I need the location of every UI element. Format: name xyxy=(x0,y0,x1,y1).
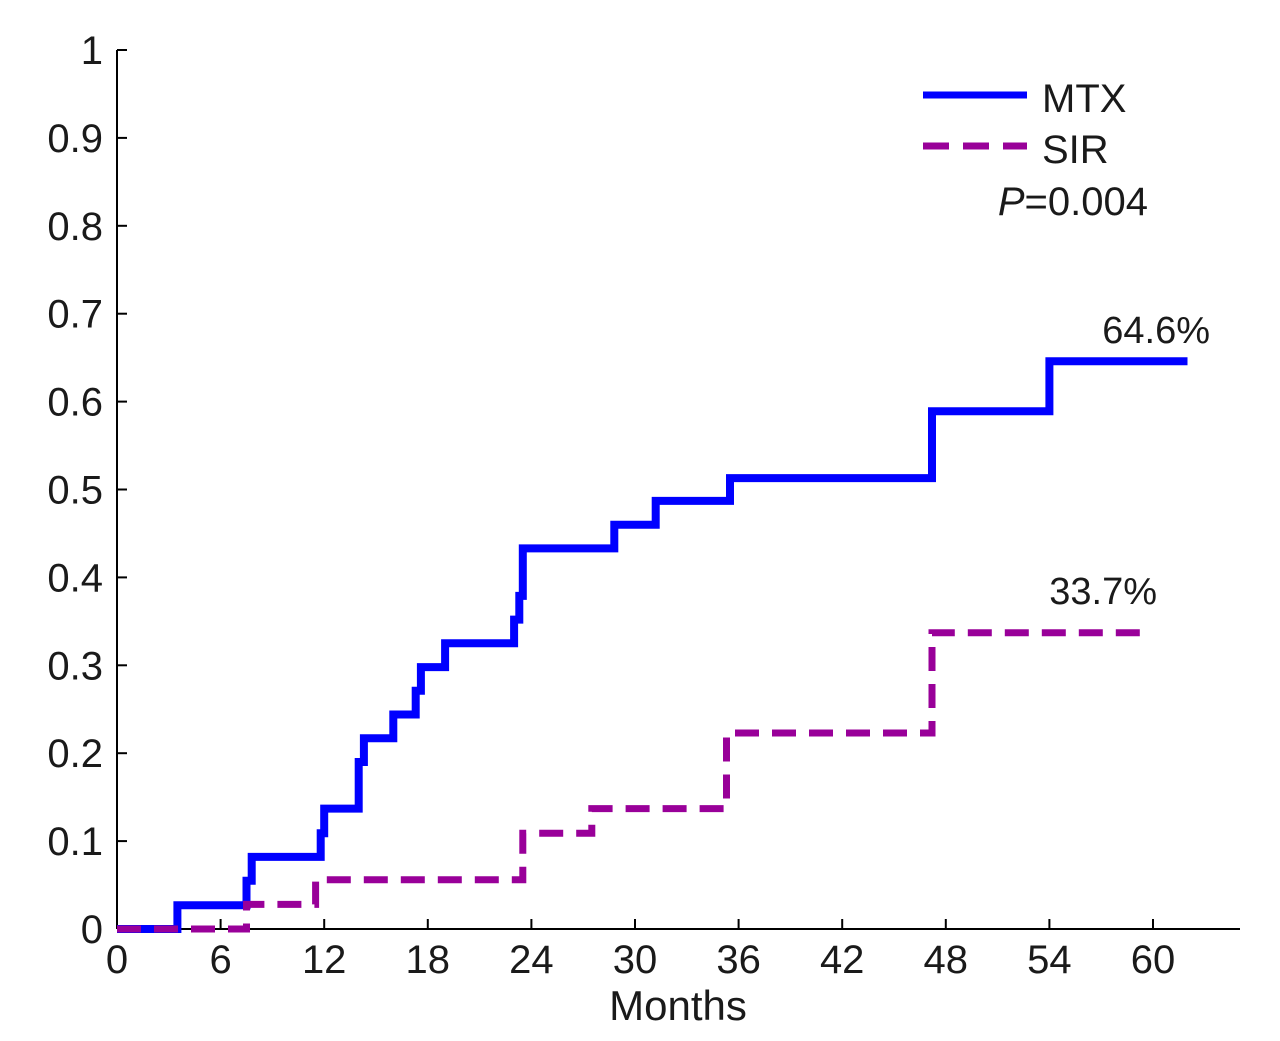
x-tick-label: 12 xyxy=(302,938,347,982)
x-tick-label: 54 xyxy=(1027,938,1072,982)
sir-final-label: 33.7% xyxy=(1049,571,1157,613)
legend-label-sir: SIR xyxy=(1042,128,1109,172)
y-tick-label: 0 xyxy=(81,908,103,952)
y-tick-label: 0.9 xyxy=(47,117,103,161)
p-value-rest: =0.004 xyxy=(1025,180,1148,224)
y-tick-label: 0.7 xyxy=(47,293,103,337)
x-tick-label: 42 xyxy=(820,938,865,982)
x-tick-label: 0 xyxy=(106,938,128,982)
x-tick-label: 24 xyxy=(509,938,554,982)
series-layer xyxy=(117,357,1188,933)
x-tick-label: 30 xyxy=(613,938,658,982)
mtx-final-label: 64.6% xyxy=(1102,310,1210,352)
y-tick-label: 1 xyxy=(81,29,103,73)
y-tick-label: 0.1 xyxy=(47,820,103,864)
y-tick-label: 0.4 xyxy=(47,556,103,600)
x-tick-label: 6 xyxy=(209,938,231,982)
legend: MTX SIR P=0.004 xyxy=(923,77,1148,224)
y-tick-label: 0.5 xyxy=(47,469,103,513)
legend-label-mtx: MTX xyxy=(1042,77,1126,121)
series-line-mtx xyxy=(117,357,1188,933)
x-tick-label: 48 xyxy=(924,938,969,982)
series-line-sir xyxy=(117,629,1150,933)
y-tick-label: 0.8 xyxy=(47,205,103,249)
x-tick-label: 18 xyxy=(406,938,451,982)
y-tick-label: 0.3 xyxy=(47,644,103,688)
p-value-italic: P xyxy=(998,180,1025,224)
y-tick-label: 0.6 xyxy=(47,381,103,425)
axes: 0 0.1 0.2 0.3 0.4 0.5 0.6 0.7 0.8 0.9 1 0 6 12 18 24 30 3… xyxy=(47,29,1240,982)
y-tick-label: 0.2 xyxy=(47,732,103,776)
p-value-annotation: P=0.004 xyxy=(998,180,1148,224)
x-tick-label: 60 xyxy=(1131,938,1176,982)
x-tick-label: 36 xyxy=(716,938,761,982)
x-axis-label: Months xyxy=(609,982,747,1029)
